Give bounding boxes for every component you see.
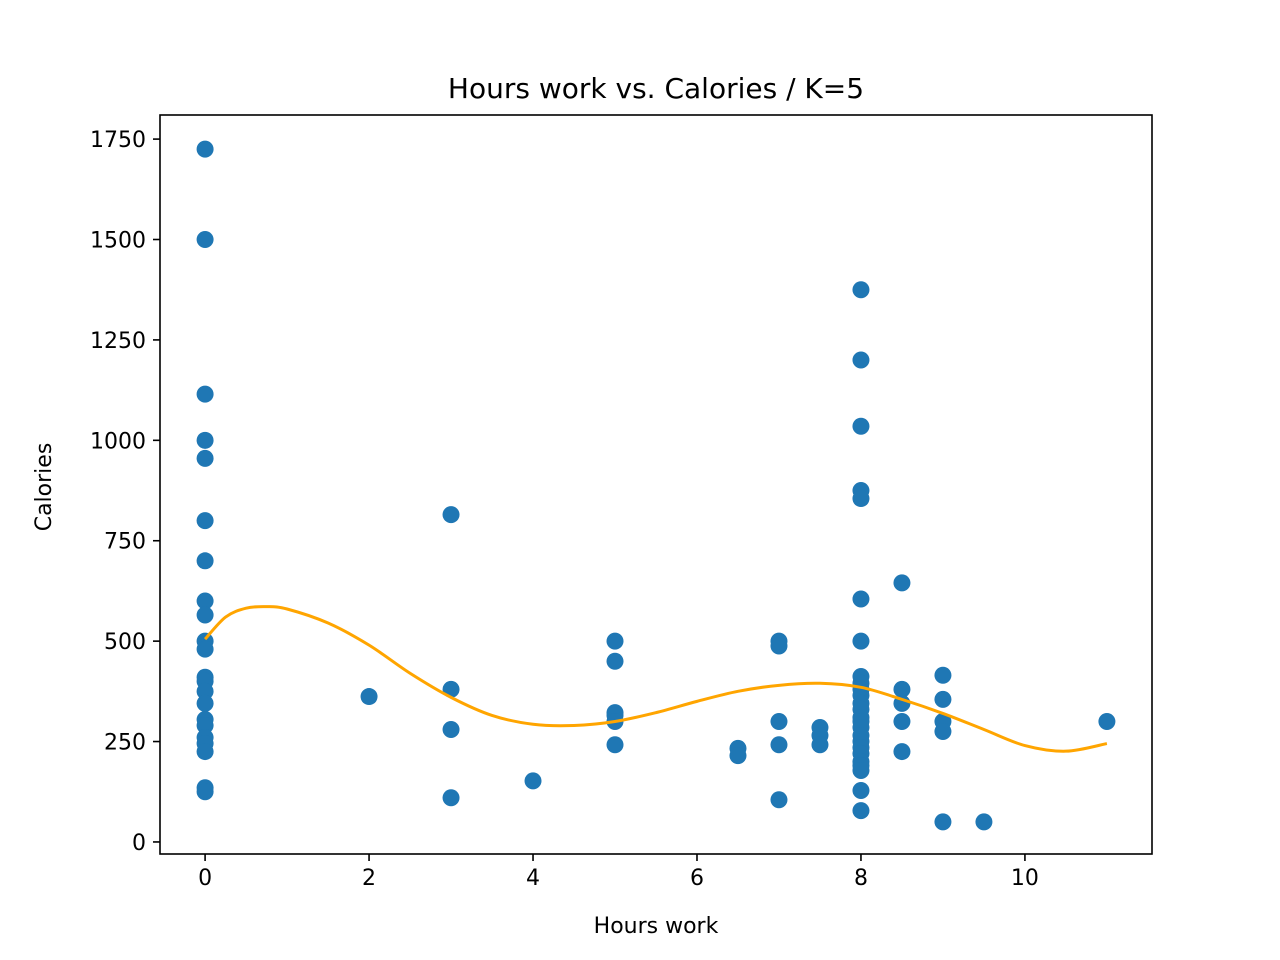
data-point: [852, 802, 869, 819]
data-point: [852, 490, 869, 507]
x-tick-label: 4: [526, 866, 540, 891]
y-tick-label: 250: [104, 731, 146, 756]
data-point: [852, 590, 869, 607]
data-point: [197, 743, 214, 760]
data-point: [1098, 713, 1115, 730]
data-point: [893, 713, 910, 730]
data-point: [197, 695, 214, 712]
data-point: [197, 141, 214, 158]
x-tick-label: 10: [1011, 866, 1039, 891]
data-point: [934, 691, 951, 708]
data-point: [852, 351, 869, 368]
x-axis-label: Hours work: [594, 914, 719, 939]
data-point: [770, 736, 787, 753]
data-point: [443, 789, 460, 806]
data-point: [443, 506, 460, 523]
data-point: [729, 747, 746, 764]
data-point: [197, 783, 214, 800]
data-point: [893, 574, 910, 591]
data-point: [607, 633, 624, 650]
data-point: [197, 432, 214, 449]
y-tick-label: 1250: [90, 329, 146, 354]
data-point: [852, 782, 869, 799]
x-tick-label: 8: [854, 866, 868, 891]
x-tick-label: 0: [198, 866, 212, 891]
data-point: [525, 772, 542, 789]
data-point: [811, 736, 828, 753]
data-point: [934, 813, 951, 830]
data-point: [197, 386, 214, 403]
y-axis-label: Calories: [32, 443, 57, 532]
data-point: [443, 721, 460, 738]
data-point: [197, 552, 214, 569]
data-point: [934, 667, 951, 684]
data-point: [934, 723, 951, 740]
y-tick-label: 500: [104, 630, 146, 655]
data-point: [975, 813, 992, 830]
x-tick-label: 6: [690, 866, 704, 891]
y-tick-label: 1000: [90, 429, 146, 454]
data-point: [852, 633, 869, 650]
x-tick-label: 2: [362, 866, 376, 891]
data-point: [607, 736, 624, 753]
data-point: [770, 713, 787, 730]
data-point: [197, 231, 214, 248]
data-point: [852, 762, 869, 779]
chart-title: Hours work vs. Calories / K=5: [448, 72, 864, 105]
data-point: [197, 641, 214, 658]
data-point: [893, 743, 910, 760]
data-point: [770, 791, 787, 808]
y-tick-label: 750: [104, 530, 146, 555]
data-point: [852, 281, 869, 298]
data-point: [197, 512, 214, 529]
y-tick-label: 1500: [90, 229, 146, 254]
data-point: [197, 607, 214, 624]
y-tick-label: 0: [132, 831, 146, 856]
data-point: [361, 688, 378, 705]
data-point: [770, 637, 787, 654]
y-tick-label: 1750: [90, 128, 146, 153]
data-point: [197, 450, 214, 467]
data-point: [607, 653, 624, 670]
data-point: [852, 418, 869, 435]
